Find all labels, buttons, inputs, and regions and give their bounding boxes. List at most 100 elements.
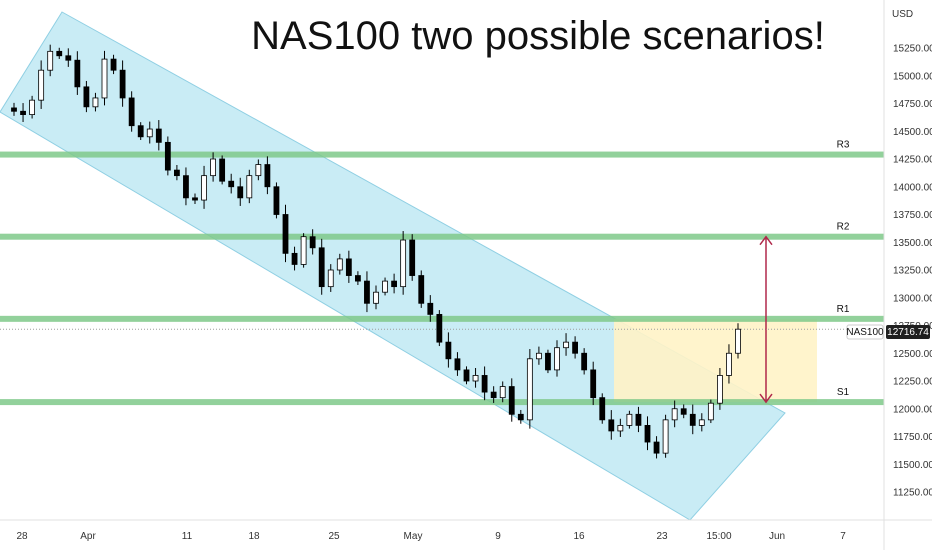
candle [318,238,325,295]
candle [427,295,434,322]
level-line-s1 [0,399,884,406]
candle [436,310,443,347]
candle [155,120,162,151]
candle [680,404,687,419]
last-price-tag-label: 12716.74 [887,327,929,338]
candle [400,231,407,295]
time-tick-label: 18 [248,531,260,542]
price-tick-label: 14750.00 [893,99,932,110]
price-tick-label: 15250.00 [893,44,932,55]
candle [472,368,479,388]
candlestick-series [11,44,741,459]
candle [327,264,334,292]
candle [83,80,90,113]
time-tick-label: 16 [573,531,585,542]
candle [617,418,624,437]
candle [454,352,461,376]
candle [554,340,560,377]
candle [354,271,361,285]
candle [219,155,226,185]
symbol-tag: NAS100 [846,324,884,340]
candle [291,246,298,271]
scenario-range-box[interactable] [614,318,817,403]
candle [146,121,153,144]
candle [545,349,551,374]
price-tick-label: 13500.00 [893,238,932,249]
candle [29,95,36,119]
candle [56,47,63,59]
candle [309,229,316,255]
candle [635,406,642,433]
candle [228,173,235,194]
candle [336,253,343,275]
candle [644,416,651,451]
candle [74,51,81,95]
candle [192,193,198,204]
candle [110,54,117,75]
last-price-tag: 12716.74 [886,325,930,339]
price-tick-label: 13250.00 [893,266,932,277]
level-label-r1: R1 [837,304,850,315]
price-tick-label: 14250.00 [893,155,932,166]
candle [481,366,488,401]
candle [273,182,280,219]
candle [608,410,615,440]
scenario-arrows [759,235,773,404]
candle [38,60,45,109]
price-tick-label: 12000.00 [893,404,932,415]
time-tick-label: 11 [182,531,193,542]
price-tick-label: 14500.00 [893,127,932,138]
candle [707,399,714,424]
candle [210,152,217,182]
candle [345,250,352,283]
candle [536,346,542,365]
candle [11,102,17,116]
candle [119,60,126,107]
candle [490,386,497,403]
level-label-r2: R2 [837,222,850,233]
price-tick-label: 11250.00 [893,488,932,499]
time-tick-label: 9 [495,531,501,542]
candle [300,233,307,268]
candle [237,177,244,206]
candle [463,366,470,385]
candle [590,361,597,406]
candle [65,48,72,67]
candle [698,413,705,432]
candle [382,277,388,296]
candle [717,368,723,410]
time-tick-label: May [404,531,423,542]
candle [201,165,207,209]
candle [726,344,732,384]
scenario-arrow-down [759,329,773,404]
time-tick-label: 7 [840,531,846,542]
price-tick-label: 12500.00 [893,349,932,360]
candle [599,393,606,424]
price-tick-label: 11750.00 [893,432,932,443]
currency-label: USD [892,9,913,20]
candle [409,234,416,281]
candle [20,103,26,122]
time-axis[interactable]: 28 Apr 11 18 25 May 9 16 23 15:00 Jun 7 [16,531,846,542]
candle [282,204,289,263]
candle [626,410,633,429]
candle [499,381,506,403]
time-tick-label: 28 [16,531,28,542]
candle [563,333,569,356]
candle [581,348,588,375]
level-label-s1: S1 [837,387,850,398]
candle [183,167,189,206]
candle [173,164,180,181]
scenario-arrow-up [759,235,773,330]
candle [164,136,171,176]
candle [246,169,253,204]
price-tick-label: 15000.00 [893,71,932,82]
time-tick-label: Jun [769,531,785,542]
chart-title: NAS100 two possible scenarios! [251,14,825,58]
candle [662,414,669,458]
level-label-r3: R3 [837,140,850,151]
candle [101,50,108,106]
price-tick-label: 14000.00 [893,182,932,193]
time-tick-label: 25 [328,531,340,542]
